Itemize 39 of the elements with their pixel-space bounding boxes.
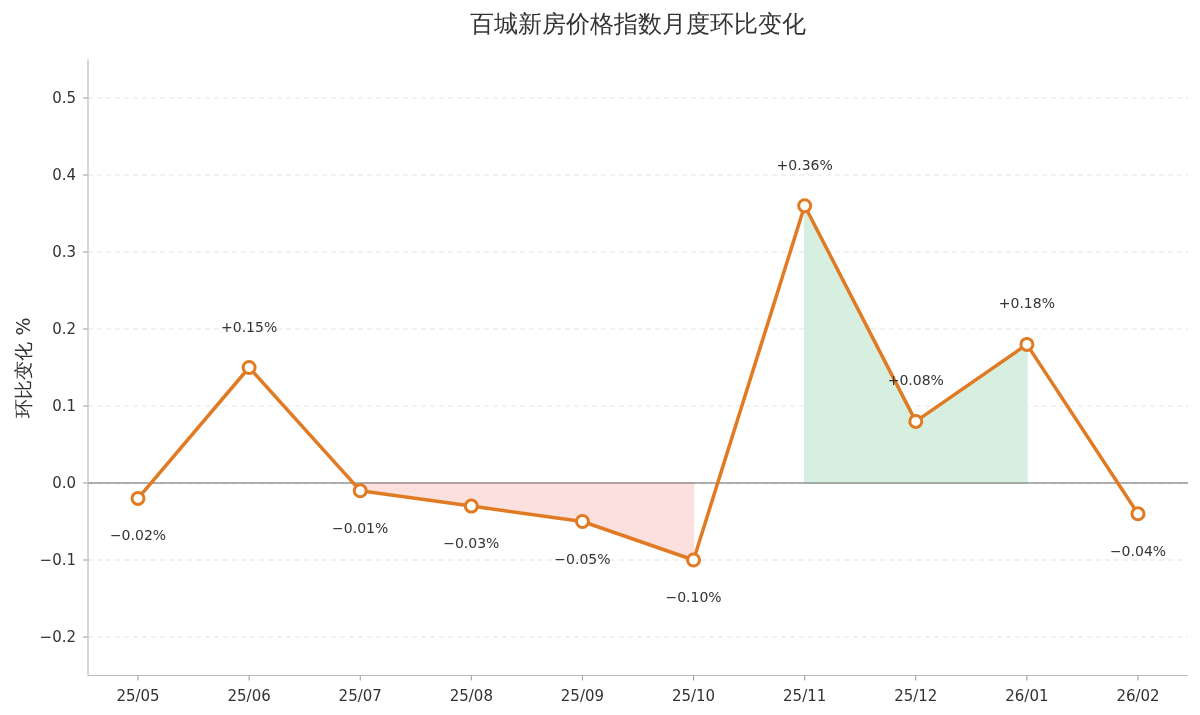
y-tick-label: 0.5 (52, 89, 76, 107)
x-tick-label: 25/09 (560, 686, 605, 705)
y-tick-label: 0.4 (52, 166, 76, 184)
x-tick-label: 25/05 (116, 686, 160, 705)
x-tick-label: 25/11 (783, 686, 827, 705)
data-label: +0.15% (221, 318, 278, 335)
x-tick-label: 26/02 (1116, 686, 1160, 705)
x-tick-label: 25/07 (338, 686, 382, 705)
y-axis-title: 环比变化 % (12, 317, 34, 418)
x-tick-label: 25/08 (449, 686, 493, 705)
point (352, 483, 368, 499)
x-tick-label: 25/12 (894, 686, 938, 705)
data-label: −0.01% (332, 519, 389, 536)
point (908, 413, 924, 429)
data-label: −0.04% (1109, 542, 1167, 559)
chart-title: 百城新房价格指数月度环比变化 (470, 10, 806, 38)
x-tick-label: 26/01 (1005, 686, 1049, 705)
data-label: −0.02% (109, 527, 167, 544)
point (130, 490, 146, 506)
point (797, 198, 813, 214)
data-label: −0.10% (665, 589, 722, 605)
y-tick-label: 0.2 (52, 320, 76, 338)
y-tick-label: 0.1 (52, 397, 76, 415)
y-tick-label: 0.3 (52, 243, 76, 261)
y-tick-label: −0.1 (39, 551, 76, 569)
point (686, 552, 702, 568)
point (241, 360, 257, 375)
point (463, 498, 479, 514)
data-label: −0.03% (443, 535, 500, 552)
x-tick-label: 25/06 (227, 686, 271, 705)
point (574, 514, 590, 529)
y-tick-label: −0.2 (39, 628, 76, 646)
x-tick-label: 25/10 (671, 686, 716, 705)
point (1130, 506, 1146, 522)
y-tick-label: 0.0 (52, 474, 76, 492)
point (1019, 336, 1035, 352)
data-label: +0.36% (776, 156, 833, 173)
data-label: −0.05% (554, 550, 611, 567)
data-label: +0.18% (998, 295, 1055, 312)
